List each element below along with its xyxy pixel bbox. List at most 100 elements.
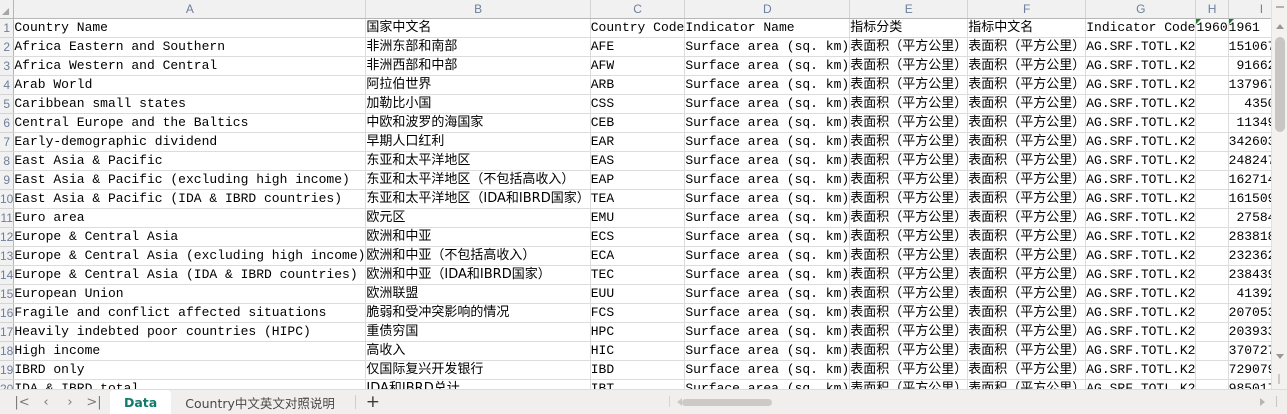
cell-E16[interactable]: 表面积（平方公里）	[849, 303, 969, 323]
row-header-15[interactable]: 15	[0, 284, 15, 304]
cell-B16[interactable]: 脆弱和受冲突影响的情况	[365, 303, 591, 323]
table-row[interactable]: 8 East Asia & Pacific 东亚和太平洋地区 EAS Surface a…	[0, 151, 1272, 171]
cell-E1[interactable]: 指标分类	[849, 18, 969, 38]
cell-A4[interactable]: Arab World	[13, 75, 367, 95]
cell-I14[interactable]: 23843902	[1228, 265, 1272, 285]
cell-H20[interactable]	[1195, 379, 1229, 390]
next-sheet-button[interactable]: ›	[67, 394, 73, 410]
cell-B1[interactable]: 国家中文名	[365, 18, 591, 38]
row-header-8[interactable]: 8	[0, 151, 15, 171]
cell-B2[interactable]: 非洲东部和南部	[365, 37, 591, 57]
cell-E9[interactable]: 表面积（平方公里）	[849, 170, 969, 190]
cell-I10[interactable]: 16150900	[1228, 189, 1272, 209]
cell-D6[interactable]: Surface area (sq. km)	[684, 113, 851, 133]
cell-D5[interactable]: Surface area (sq. km)	[684, 94, 851, 114]
cell-G16[interactable]: AG.SRF.TOTL.K2	[1085, 303, 1197, 323]
cell-E3[interactable]: 表面积（平方公里）	[849, 56, 969, 76]
cell-F6[interactable]: 表面积（平方公里）	[967, 113, 1087, 133]
cell-C19[interactable]: IBD	[590, 360, 686, 380]
cell-C9[interactable]: EAP	[590, 170, 686, 190]
cell-H9[interactable]	[1195, 170, 1229, 190]
cell-I1[interactable]: 1961	[1228, 18, 1272, 38]
cell-F20[interactable]: 表面积（平方公里）	[967, 379, 1087, 390]
cell-B20[interactable]: IDA和IBRD总计	[365, 379, 591, 390]
sheet-tab-1[interactable]: Data	[110, 390, 172, 414]
cell-H2[interactable]	[1195, 37, 1229, 57]
cell-E20[interactable]: 表面积（平方公里）	[849, 379, 969, 390]
cell-F12[interactable]: 表面积（平方公里）	[967, 227, 1087, 247]
cell-E14[interactable]: 表面积（平方公里）	[849, 265, 969, 285]
cell-G11[interactable]: AG.SRF.TOTL.K2	[1085, 208, 1197, 228]
cell-C11[interactable]: EMU	[590, 208, 686, 228]
table-row[interactable]: 10 East Asia & Pacific (IDA & IBRD countr…	[0, 189, 1272, 209]
column-header-f[interactable]: F	[967, 0, 1087, 19]
cell-I20[interactable]: 98501799	[1228, 379, 1272, 390]
cell-B7[interactable]: 早期人口红利	[365, 132, 591, 152]
cell-B18[interactable]: 高收入	[365, 341, 591, 361]
cell-C3[interactable]: AFW	[590, 56, 686, 76]
cell-H8[interactable]	[1195, 151, 1229, 171]
cell-I11[interactable]: 2758419	[1228, 208, 1272, 228]
cell-C15[interactable]: EUU	[590, 284, 686, 304]
sheet-tab-2[interactable]: Country中文英文对照说明	[185, 395, 335, 411]
cell-G19[interactable]: AG.SRF.TOTL.K2	[1085, 360, 1197, 380]
cell-H19[interactable]	[1195, 360, 1229, 380]
column-header-e[interactable]: E	[849, 0, 969, 19]
row-header-4[interactable]: 4	[0, 75, 15, 95]
column-header-i[interactable]: I	[1228, 0, 1272, 19]
cell-F17[interactable]: 表面积（平方公里）	[967, 322, 1087, 342]
cell-C5[interactable]: CSS	[590, 94, 686, 114]
cell-E4[interactable]: 表面积（平方公里）	[849, 75, 969, 95]
cell-C6[interactable]: CEB	[590, 113, 686, 133]
cell-D18[interactable]: Surface area (sq. km)	[684, 341, 851, 361]
cell-A18[interactable]: High income	[13, 341, 367, 361]
cell-E8[interactable]: 表面积（平方公里）	[849, 151, 969, 171]
hscroll-left-arrow-icon[interactable]	[677, 398, 682, 406]
cell-F16[interactable]: 表面积（平方公里）	[967, 303, 1087, 323]
cell-B12[interactable]: 欧洲和中亚	[365, 227, 591, 247]
cell-F5[interactable]: 表面积（平方公里）	[967, 94, 1087, 114]
cell-C4[interactable]: ARB	[590, 75, 686, 95]
add-sheet-button[interactable]: +	[365, 392, 381, 412]
table-row[interactable]: 19 IBRD only 仅国际复兴开发银行 IBD Surface area (sq.…	[0, 360, 1272, 380]
hscroll-right-arrow-icon[interactable]	[1260, 398, 1265, 406]
cell-H4[interactable]	[1195, 75, 1229, 95]
cell-E11[interactable]: 表面积（平方公里）	[849, 208, 969, 228]
cell-B11[interactable]: 欧元区	[365, 208, 591, 228]
table-row[interactable]: 4 Arab World 阿拉伯世界 ARB Surface area (sq. km)…	[0, 75, 1272, 95]
cell-E15[interactable]: 表面积（平方公里）	[849, 284, 969, 304]
cell-H14[interactable]	[1195, 265, 1229, 285]
cell-C16[interactable]: FCS	[590, 303, 686, 323]
cell-B10[interactable]: 东亚和太平洋地区（IDA和IBRD国家）	[365, 189, 591, 209]
table-row[interactable]: 16 Fragile and conflict affected situatio…	[0, 303, 1272, 323]
cell-I7[interactable]: 34260340	[1228, 132, 1272, 152]
cell-E6[interactable]: 表面积（平方公里）	[849, 113, 969, 133]
cell-D19[interactable]: Surface area (sq. km)	[684, 360, 851, 380]
cell-I13[interactable]: 23236282	[1228, 246, 1272, 266]
table-row[interactable]: 18 High income 高收入 HIC Surface area (sq. km)…	[0, 341, 1272, 361]
cell-F13[interactable]: 表面积（平方公里）	[967, 246, 1087, 266]
cell-G2[interactable]: AG.SRF.TOTL.K2	[1085, 37, 1197, 57]
cell-C8[interactable]: EAS	[590, 151, 686, 171]
cell-I5[interactable]: 435080	[1228, 94, 1272, 114]
cell-B8[interactable]: 东亚和太平洋地区	[365, 151, 591, 171]
cell-F8[interactable]: 表面积（平方公里）	[967, 151, 1087, 171]
cell-A5[interactable]: Caribbean small states	[13, 94, 367, 114]
cell-H16[interactable]	[1195, 303, 1229, 323]
cell-G20[interactable]: AG.SRF.TOTL.K2	[1085, 379, 1197, 390]
cell-G8[interactable]: AG.SRF.TOTL.K2	[1085, 151, 1197, 171]
cell-B3[interactable]: 非洲西部和中部	[365, 56, 591, 76]
cell-I15[interactable]: 4139269	[1228, 284, 1272, 304]
cell-A12[interactable]: Europe & Central Asia	[13, 227, 367, 247]
cell-H5[interactable]	[1195, 94, 1229, 114]
cell-D15[interactable]: Surface area (sq. km)	[684, 284, 851, 304]
cell-B6[interactable]: 中欧和波罗的海国家	[365, 113, 591, 133]
cell-F4[interactable]: 表面积（平方公里）	[967, 75, 1087, 95]
table-row[interactable]: 9 East Asia & Pacific (excluding high inc…	[0, 170, 1272, 190]
cell-H17[interactable]	[1195, 322, 1229, 342]
scroll-up-button[interactable]	[1272, 19, 1287, 34]
cell-H7[interactable]	[1195, 132, 1229, 152]
cell-E2[interactable]: 表面积（平方公里）	[849, 37, 969, 57]
cell-I8[interactable]: 24824710	[1228, 151, 1272, 171]
